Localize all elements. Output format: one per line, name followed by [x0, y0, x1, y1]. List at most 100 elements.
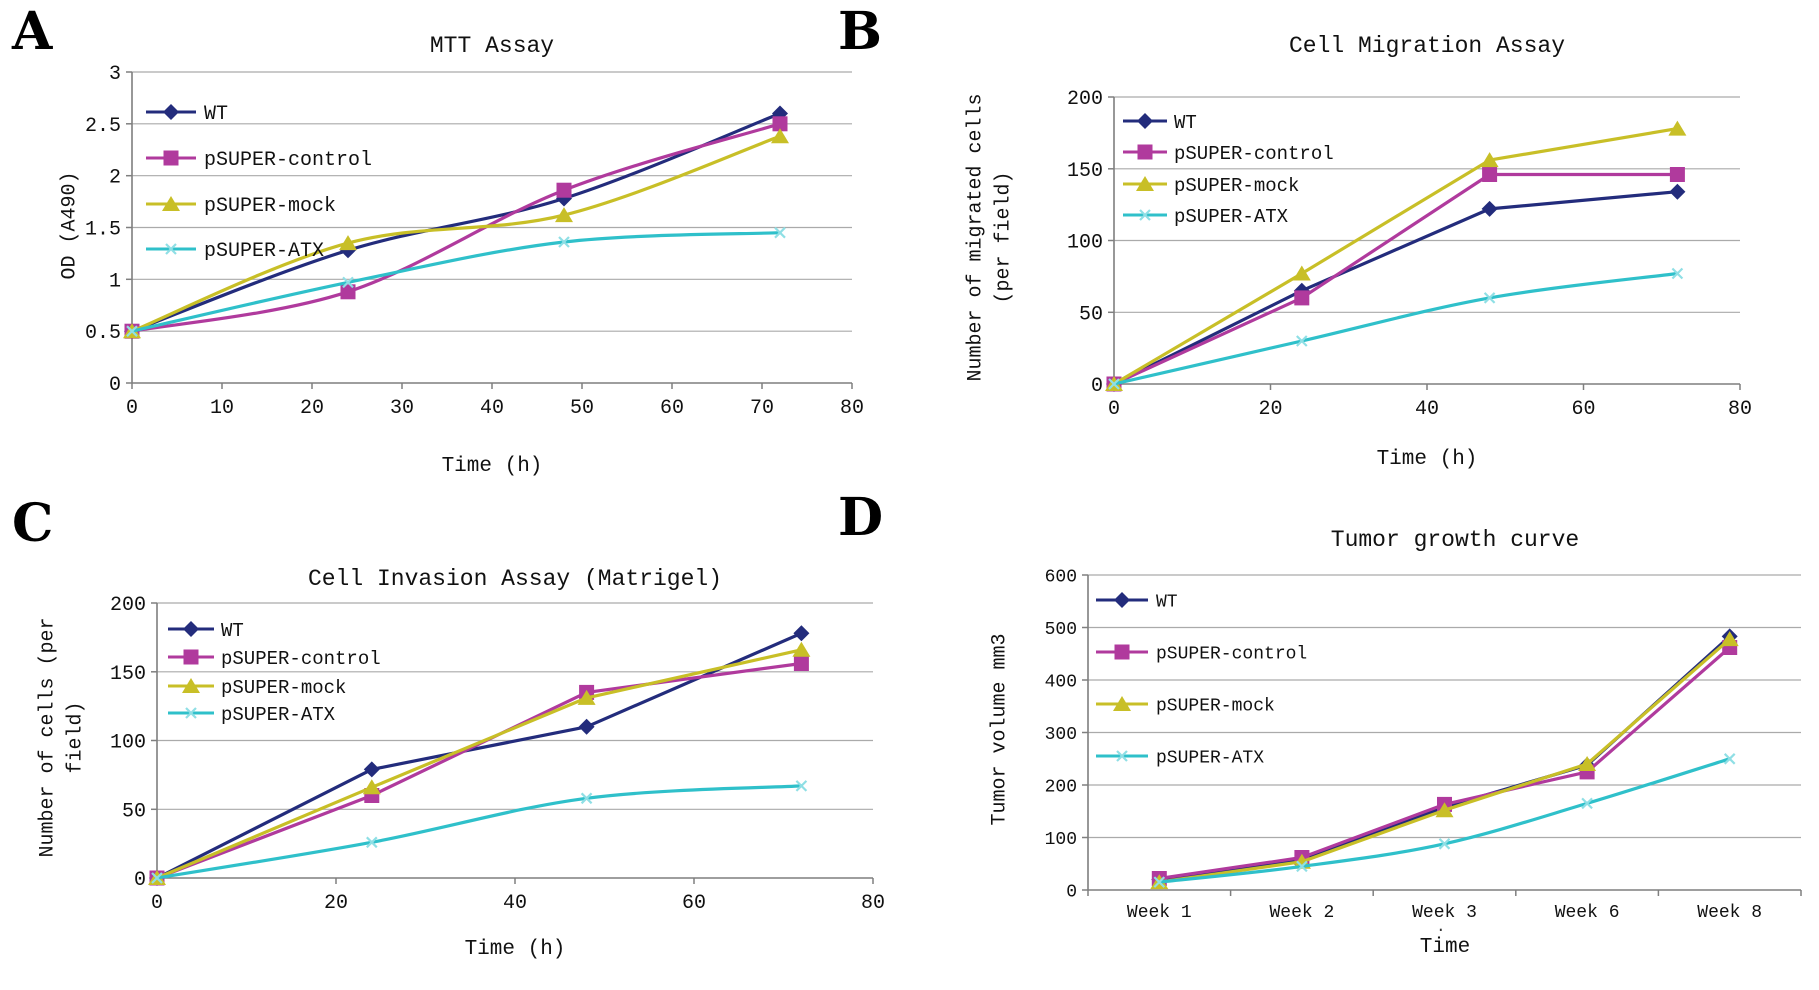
- y-tick-label: 0.5: [85, 322, 121, 345]
- point-marker-pSUPER-mock: [1480, 152, 1499, 168]
- y-tick-label: 0: [1066, 882, 1077, 902]
- legend-label: pSUPER-mock: [221, 677, 346, 699]
- series-line-WT: [130, 111, 782, 333]
- series-line-pSUPER-control: [130, 122, 782, 333]
- legend-label: pSUPER-control: [221, 648, 381, 670]
- x-category-label: Week 2: [1269, 903, 1334, 923]
- y-tick-label: 0: [134, 869, 146, 892]
- point-marker-pSUPER-ATX: [580, 792, 593, 805]
- series-line-pSUPER-ATX: [1112, 271, 1679, 386]
- x-category-label: Week 1: [1127, 903, 1192, 923]
- legend-label: pSUPER-control: [204, 149, 372, 172]
- point-marker-pSUPER-mock: [577, 689, 596, 705]
- ylabel-c-line2: field): [64, 701, 88, 774]
- point-marker-pSUPER-mock: [1435, 802, 1454, 818]
- legend-marker-pSUPER-control: [163, 150, 179, 166]
- y-tick-label: 200: [110, 594, 146, 617]
- point-marker-pSUPER-ATX: [1438, 838, 1451, 850]
- point-marker-pSUPER-ATX: [126, 325, 138, 337]
- x-category-label: Week 8: [1697, 903, 1762, 923]
- legend-label: WT: [1156, 592, 1178, 612]
- chart-title-invasion: Cell Invasion Assay (Matrigel): [307, 566, 723, 592]
- xlabel-b: Time (h): [1376, 448, 1478, 471]
- y-tick-label: 150: [110, 663, 146, 686]
- legend-marker-pSUPER-mock: [182, 678, 200, 693]
- point-marker-pSUPER-mock: [1292, 265, 1311, 281]
- point-marker-pSUPER-control: [1294, 290, 1310, 306]
- x-category-label: Week 3: [1412, 903, 1477, 923]
- panel-letter-b: B: [838, 1, 882, 62]
- legend-marker-WT: [163, 104, 179, 120]
- y-tick-label: 100: [1045, 830, 1077, 850]
- point-marker-pSUPER-mock: [362, 779, 381, 795]
- legend-marker-pSUPER-control: [183, 649, 199, 665]
- y-tick-label: 500: [1045, 620, 1077, 640]
- point-marker-pSUPER-mock: [771, 128, 789, 144]
- y-tick-label: 100: [110, 732, 146, 755]
- y-tick-label: 0: [1091, 375, 1103, 398]
- series-line-pSUPER-control: [1112, 172, 1679, 386]
- point-marker-pSUPER-ATX: [1671, 267, 1684, 280]
- legend-marker-pSUPER-mock: [162, 196, 180, 211]
- series-line-pSUPER-mock: [155, 648, 803, 880]
- point-marker-pSUPER-control: [1669, 167, 1685, 182]
- y-tick-label: 300: [1045, 725, 1077, 745]
- x-tick-label: 30: [390, 397, 414, 420]
- xlabel-a: Time (h): [441, 455, 543, 478]
- series-line-pSUPER-ATX: [130, 231, 782, 333]
- x-tick-label: 60: [682, 892, 706, 915]
- point-marker-pSUPER-ATX: [774, 226, 786, 239]
- legend-label: pSUPER-ATX: [221, 704, 336, 726]
- point-marker-pSUPER-control: [340, 284, 356, 300]
- ylabel-c-line1: Number of cells (per: [36, 617, 60, 858]
- y-tick-label: 50: [122, 800, 146, 823]
- point-marker-pSUPER-control: [1482, 167, 1498, 182]
- y-tick-label: 3: [109, 63, 121, 86]
- point-marker-WT: [363, 761, 380, 778]
- legend-marker-WT: [1137, 113, 1153, 129]
- legend-marker-pSUPER-mock: [1136, 176, 1154, 191]
- legend-marker-pSUPER-mock: [1113, 696, 1131, 711]
- point-marker-pSUPER-control: [772, 116, 788, 132]
- legend-label: pSUPER-mock: [1156, 696, 1275, 716]
- series-line-pSUPER-ATX: [155, 784, 803, 880]
- point-marker-pSUPER-ATX: [1296, 335, 1308, 347]
- x-tick-label: 20: [300, 397, 324, 420]
- point-marker-pSUPER-mock: [1578, 756, 1597, 771]
- ylabel-b-line2: (per field): [992, 171, 1016, 304]
- y-tick-label: 50: [1079, 303, 1103, 326]
- legend-marker-pSUPER-control: [1137, 144, 1153, 160]
- y-tick-label: 150: [1067, 160, 1103, 183]
- series-line-pSUPER-mock: [130, 134, 782, 333]
- legend-label: pSUPER-mock: [1174, 175, 1299, 197]
- x-tick-label: 0: [126, 397, 138, 420]
- point-marker-pSUPER-ATX: [795, 780, 808, 792]
- y-tick-label: 200: [1067, 88, 1103, 111]
- point-marker-pSUPER-mock: [555, 207, 573, 223]
- legend-label: pSUPER-control: [1156, 644, 1307, 664]
- legend-marker-WT: [183, 621, 199, 637]
- x-tick-label: 80: [840, 397, 864, 420]
- x-tick-label: 80: [861, 892, 885, 915]
- series-line-pSUPER-ATX: [1157, 757, 1732, 884]
- point-marker-pSUPER-ATX: [558, 236, 570, 248]
- x-tick-label: 70: [750, 397, 774, 420]
- point-marker-pSUPER-mock: [1720, 631, 1739, 647]
- x-tick-label: 20: [324, 892, 348, 915]
- point-marker-pSUPER-control: [793, 656, 809, 671]
- panel-letter-c: C: [12, 493, 54, 554]
- point-marker-pSUPER-ATX: [1108, 378, 1120, 390]
- y-tick-label: 200: [1045, 777, 1077, 797]
- legend-label: pSUPER-ATX: [1156, 748, 1264, 768]
- ylabel-d: Tumor volume mm3: [988, 633, 1012, 826]
- x-tick-label: 40: [1415, 398, 1439, 421]
- point-marker-WT: [1669, 183, 1686, 200]
- x-tick-label: 50: [570, 397, 594, 420]
- point-marker-pSUPER-mock: [339, 235, 357, 251]
- legend-marker-pSUPER-ATX: [1116, 750, 1128, 762]
- xlabel-d: Time: [1419, 936, 1471, 959]
- y-tick-label: 600: [1045, 567, 1077, 587]
- legend-label: WT: [1174, 112, 1197, 134]
